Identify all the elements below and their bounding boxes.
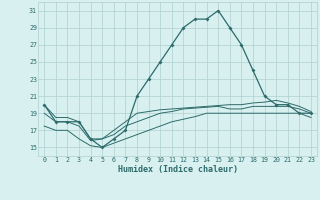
X-axis label: Humidex (Indice chaleur): Humidex (Indice chaleur) xyxy=(118,165,238,174)
